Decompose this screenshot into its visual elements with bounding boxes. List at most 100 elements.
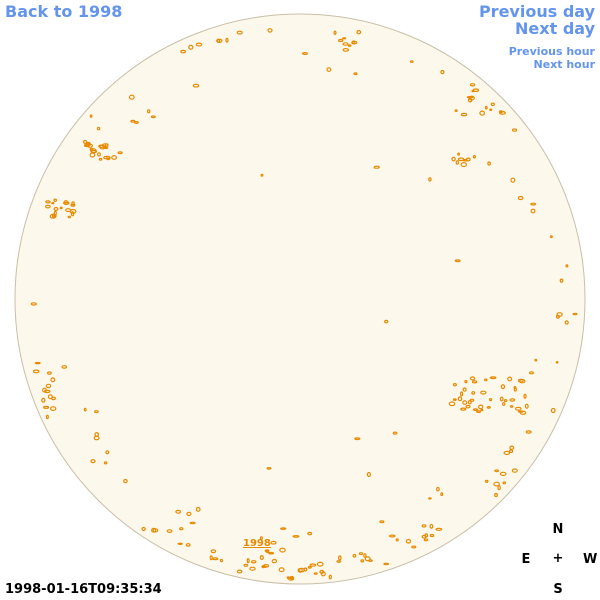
contour-speck xyxy=(460,112,468,117)
contour-speck xyxy=(484,105,488,110)
contour-speck xyxy=(43,405,50,409)
contour-speck xyxy=(530,208,536,214)
contour-speck xyxy=(98,157,103,161)
contour-speck xyxy=(175,509,182,514)
contour-speck xyxy=(517,195,524,201)
contour-speck xyxy=(509,449,514,454)
contour-speck xyxy=(267,28,273,33)
contour-speck xyxy=(469,376,476,381)
contour-speck xyxy=(212,557,219,561)
contour-speck xyxy=(472,155,476,159)
contour-speck xyxy=(465,404,471,409)
contour-speck xyxy=(428,497,432,500)
contour-speck xyxy=(179,527,184,531)
contour-speck xyxy=(513,387,517,392)
contour-speck xyxy=(302,51,309,55)
contour-speck xyxy=(493,481,500,487)
contour-speck xyxy=(455,160,459,165)
contour-speck xyxy=(70,203,76,207)
contour-speck xyxy=(424,533,429,538)
contour-speck xyxy=(469,83,476,87)
contour-speck xyxy=(360,559,365,563)
contour-speck xyxy=(511,468,518,473)
previous-day-link[interactable]: Previous day xyxy=(478,2,595,21)
contour-speck xyxy=(454,259,461,263)
contour-speck xyxy=(499,396,504,402)
contour-speck xyxy=(93,435,100,441)
contour-speck xyxy=(307,531,313,536)
contour-speck xyxy=(494,469,500,473)
contour-speck xyxy=(236,30,243,35)
contour-speck xyxy=(180,49,187,54)
contour-speck xyxy=(528,371,534,375)
next-hour-link[interactable]: Next hour xyxy=(533,58,596,71)
contour-speck xyxy=(117,151,123,155)
contour-speck xyxy=(421,524,427,528)
contour-speck xyxy=(280,527,287,530)
contour-speck xyxy=(514,406,522,411)
contour-speck xyxy=(41,397,46,403)
contour-speck xyxy=(292,535,300,538)
back-to-year-link[interactable]: Back to 1998 xyxy=(5,2,123,21)
contour-speck xyxy=(106,155,111,161)
compass-west-label: W xyxy=(583,552,598,567)
contour-speck xyxy=(63,201,70,205)
contour-speck xyxy=(128,94,135,100)
contour-speck xyxy=(383,562,390,566)
compass-south-label: S xyxy=(553,582,563,597)
contour-speck xyxy=(90,459,96,464)
contour-speck xyxy=(102,146,109,150)
contour-speck xyxy=(373,165,380,169)
contour-speck xyxy=(534,358,538,362)
contour-speck xyxy=(53,206,59,212)
contour-speck xyxy=(45,414,49,420)
contour-speck xyxy=(363,553,367,558)
contour-speck xyxy=(53,198,58,202)
contour-speck xyxy=(405,538,412,544)
contour-speck xyxy=(188,44,194,50)
contour-speck xyxy=(261,564,266,569)
contour-speck xyxy=(559,278,564,283)
contour-speck xyxy=(260,173,264,177)
previous-hour-link[interactable]: Previous hour xyxy=(508,45,595,58)
contour-speck xyxy=(195,506,201,512)
contour-speck xyxy=(93,410,99,414)
contour-speck xyxy=(313,572,318,575)
contour-speck xyxy=(509,398,516,402)
contour-speck xyxy=(429,523,434,529)
contour-speck xyxy=(436,486,440,492)
contour-speck xyxy=(278,567,285,573)
next-day-link[interactable]: Next day xyxy=(515,19,595,38)
contour-speck xyxy=(90,148,97,154)
compass-center-icon: + xyxy=(552,551,564,566)
contour-speck xyxy=(366,471,371,478)
contour-speck xyxy=(59,206,63,210)
contour-speck xyxy=(489,108,493,111)
contour-speck xyxy=(209,555,213,561)
contour-speck xyxy=(259,536,263,541)
contour-speck xyxy=(96,126,101,131)
contour-speck xyxy=(83,407,87,412)
contour-speck xyxy=(342,37,347,40)
contour-speck xyxy=(52,214,57,218)
contour-speck xyxy=(471,380,478,384)
contour-speck xyxy=(30,302,37,306)
contour-speck xyxy=(45,204,51,209)
contour-speck xyxy=(388,534,396,538)
contour-speck xyxy=(347,44,352,47)
year-link[interactable]: 1998 xyxy=(243,538,271,549)
contour-speck xyxy=(271,558,278,564)
contour-speck xyxy=(303,567,308,572)
compass-north-label: N xyxy=(552,522,564,537)
contour-speck xyxy=(392,431,398,435)
contour-speck xyxy=(503,399,508,403)
contour-speck xyxy=(471,391,476,395)
contour-speck xyxy=(384,319,389,324)
contour-speck xyxy=(352,553,357,558)
contour-speck xyxy=(150,115,156,119)
contour-speck xyxy=(511,128,518,132)
contour-speck xyxy=(500,384,506,390)
contour-speck xyxy=(457,396,463,402)
contour-speck xyxy=(47,394,53,400)
contour-speck xyxy=(307,565,312,569)
